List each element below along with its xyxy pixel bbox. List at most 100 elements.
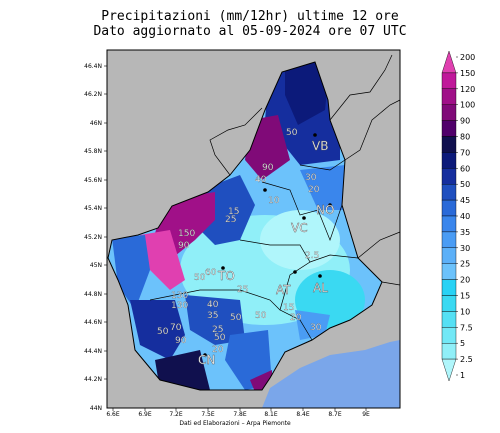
colorbar-level-label: 70 <box>460 148 470 157</box>
colorbar-level-label: 90 <box>460 117 470 126</box>
value-label: 90 <box>178 241 190 251</box>
colorbar-swatch <box>441 263 457 280</box>
colorbar-level-label: 25 <box>460 260 470 269</box>
value-label: 25 <box>237 285 248 295</box>
map-footer: Dati ed Elaborazioni – Arpa Piemonte <box>179 420 291 427</box>
colorbar-level-label: 30 <box>460 244 470 253</box>
lat-tick: 44N <box>90 405 102 412</box>
lat-tick: 44.6N <box>84 319 102 326</box>
value-label: 50 <box>255 311 267 321</box>
colorbar-level-label: 10 <box>460 307 470 316</box>
map-frame <box>106 49 401 409</box>
colorbar-swatch <box>441 295 457 312</box>
value-labels: 50 90 40 30 20 10 15 25 150 90 2.5 60 50… <box>157 128 322 355</box>
value-label: 50 <box>214 333 226 343</box>
value-label: 25 <box>212 325 223 335</box>
colorbar-swatch <box>441 199 457 217</box>
latitude-tick-marks <box>104 65 107 380</box>
value-label: 2.5 <box>305 251 319 261</box>
colorbar-swatch <box>441 311 457 328</box>
lon-tick: 7.8E <box>233 411 247 418</box>
value-label: 50 <box>230 313 242 323</box>
value-label: 15 <box>228 207 239 217</box>
city-dot <box>313 133 317 137</box>
colorbar-level-label: 40 <box>460 212 470 221</box>
value-label: 40 <box>255 175 267 185</box>
colorbar-level-label: 60 <box>460 164 470 173</box>
value-label: 30 <box>310 323 322 333</box>
lon-tick: 7.2E <box>169 411 183 418</box>
value-label: 15 <box>283 303 294 313</box>
value-label: 50 <box>194 273 206 283</box>
province-label-vc: VC <box>291 221 308 235</box>
province-label-cn: CN <box>198 353 215 367</box>
colorbar-level-label: 35 <box>460 228 470 237</box>
colorbar-level-label: 45 <box>460 196 470 205</box>
lon-tick: 8.1E <box>264 411 278 418</box>
colorbar-level-label: 200 <box>460 53 475 62</box>
colorbar-level-label: 1 <box>460 371 465 380</box>
city-dot <box>328 203 332 207</box>
colorbar-swatch <box>441 358 457 382</box>
city-dot <box>302 216 306 220</box>
colorbar-swatch <box>441 50 457 74</box>
value-label: 20 <box>212 345 224 355</box>
province-label-at: AT <box>276 283 291 297</box>
latitude-ticks: 46.4N 46.2N 46N 45.8N 45.6N 45.4N 45.2N … <box>84 63 102 412</box>
region-border <box>107 61 383 391</box>
colorbar-swatch <box>441 152 457 169</box>
province-label-al: AL <box>313 281 328 295</box>
lat-tick: 44.2N <box>84 376 102 383</box>
colorbar-level-label: 5 <box>460 339 465 348</box>
lon-tick: 6.6E <box>106 411 120 418</box>
colorbar-level-label: 80 <box>460 133 470 142</box>
value-label: 25 <box>225 215 236 225</box>
value-label: 20 <box>308 185 320 195</box>
value-label: 150 <box>178 229 195 239</box>
lat-tick: 44.4N <box>84 348 102 355</box>
colorbar-swatch <box>441 343 457 360</box>
lat-tick: 45.4N <box>84 205 102 212</box>
lat-tick: 46.4N <box>84 63 102 70</box>
lat-tick: 45N <box>90 262 102 269</box>
colorbar-swatch <box>441 168 457 185</box>
city-dot <box>263 188 267 192</box>
colorbar-swatch <box>441 183 457 201</box>
colorbar-level-label: 150 <box>460 69 475 78</box>
lon-tick: 7.5E <box>201 411 215 418</box>
value-label: 130 <box>171 291 188 301</box>
province-label-no: NO <box>316 203 334 217</box>
colorbar-swatch <box>441 279 457 296</box>
value-label: 130 <box>171 301 188 311</box>
value-label: 60 <box>205 268 217 278</box>
colorbar-swatch <box>441 88 457 105</box>
city-markers <box>203 133 332 357</box>
lat-tick: 45.6N <box>84 177 102 184</box>
city-dot <box>293 270 297 274</box>
sea-area <box>262 340 400 408</box>
colorbar-swatch <box>441 72 457 90</box>
colorbar-swatch <box>441 231 457 248</box>
colorbar-level-label: 15 <box>460 292 470 301</box>
province-labels: VB NO VC TO AT AL CN <box>198 139 335 367</box>
country-borders <box>209 54 401 286</box>
colorbar-swatch <box>441 215 457 233</box>
colorbar-level-label: 50 <box>460 180 470 189</box>
value-label: 35 <box>207 311 218 321</box>
value-label: 70 <box>170 323 182 333</box>
city-dot <box>221 266 225 270</box>
city-dot <box>203 353 207 357</box>
lon-tick: 6.9E <box>138 411 152 418</box>
value-label: 40 <box>207 300 219 310</box>
lat-tick: 46N <box>90 120 102 127</box>
longitude-tick-marks <box>112 408 367 411</box>
value-label: 20 <box>290 313 302 323</box>
colorbar-swatch <box>441 136 457 153</box>
value-label: 90 <box>262 163 274 173</box>
value-label: 10 <box>268 196 280 206</box>
lat-tick: 46.2N <box>84 91 102 98</box>
city-dot <box>318 274 322 278</box>
lat-tick: 45.2N <box>84 234 102 241</box>
colorbar-level-label: 7.5 <box>460 323 473 332</box>
